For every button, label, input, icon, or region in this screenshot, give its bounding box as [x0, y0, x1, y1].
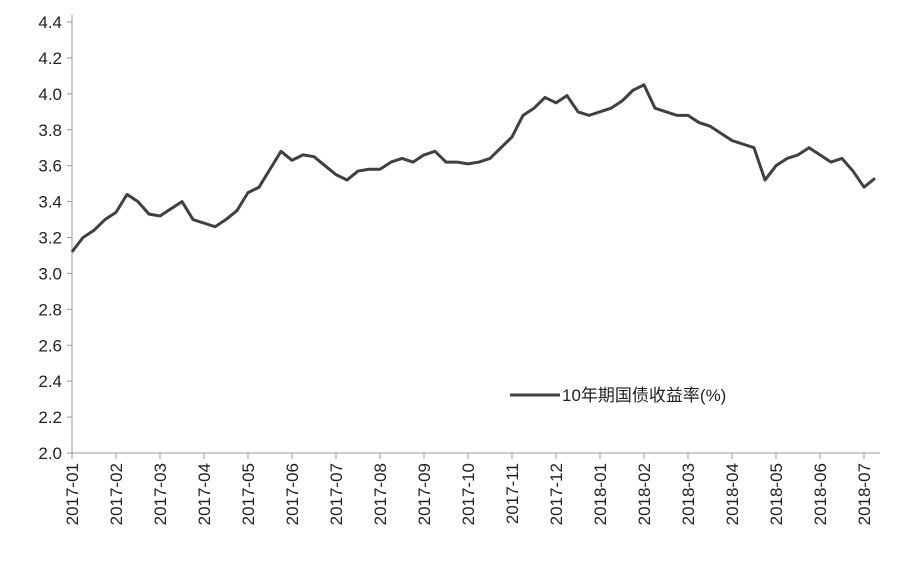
- line-series: [70, 83, 876, 253]
- x-tick-label: 2017-10: [459, 463, 478, 525]
- y-tick-label: 4.0: [38, 85, 62, 104]
- y-tick-label: 3.4: [38, 193, 62, 212]
- x-tick-label: 2018-07: [855, 463, 874, 525]
- x-tick-label: 2018-01: [591, 463, 610, 525]
- y-tick-label: 4.2: [38, 49, 62, 68]
- y-tick-label: 4.4: [38, 13, 62, 32]
- y-tick-label: 3.6: [38, 157, 62, 176]
- x-tick-label: 2017-12: [547, 463, 566, 525]
- legend-label: 10年期国债收益率(%): [562, 386, 726, 405]
- y-tick-label: 3.8: [38, 121, 62, 140]
- x-tick-label: 2018-05: [767, 463, 786, 525]
- y-tick-label: 3.0: [38, 264, 62, 283]
- x-tick-label: 2017-02: [107, 463, 126, 525]
- x-tick-label: 2018-03: [679, 463, 698, 525]
- x-tick-label: 2018-04: [723, 463, 742, 525]
- y-tick-label: 2.8: [38, 300, 62, 319]
- x-tick-label: 2017-08: [371, 463, 390, 525]
- y-tick-label: 2.6: [38, 336, 62, 355]
- y-tick-label: 2.4: [38, 372, 62, 391]
- y-tick-label: 2.2: [38, 408, 62, 427]
- y-tick-label: 3.2: [38, 229, 62, 248]
- x-tick-label: 2017-09: [415, 463, 434, 525]
- x-tick-label: 2017-07: [327, 463, 346, 525]
- y-tick-label: 2.0: [38, 444, 62, 463]
- x-tick-label: 2017-03: [151, 463, 170, 525]
- x-tick-label: 2017-11: [503, 463, 522, 524]
- x-tick-label: 2018-06: [811, 463, 830, 525]
- x-tick-label: 2017-01: [63, 463, 82, 525]
- x-tick-label: 2018-02: [635, 463, 654, 525]
- x-tick-label: 2017-05: [239, 463, 258, 525]
- x-tick-label: 2017-04: [195, 463, 214, 525]
- x-tick-label: 2017-06: [283, 463, 302, 525]
